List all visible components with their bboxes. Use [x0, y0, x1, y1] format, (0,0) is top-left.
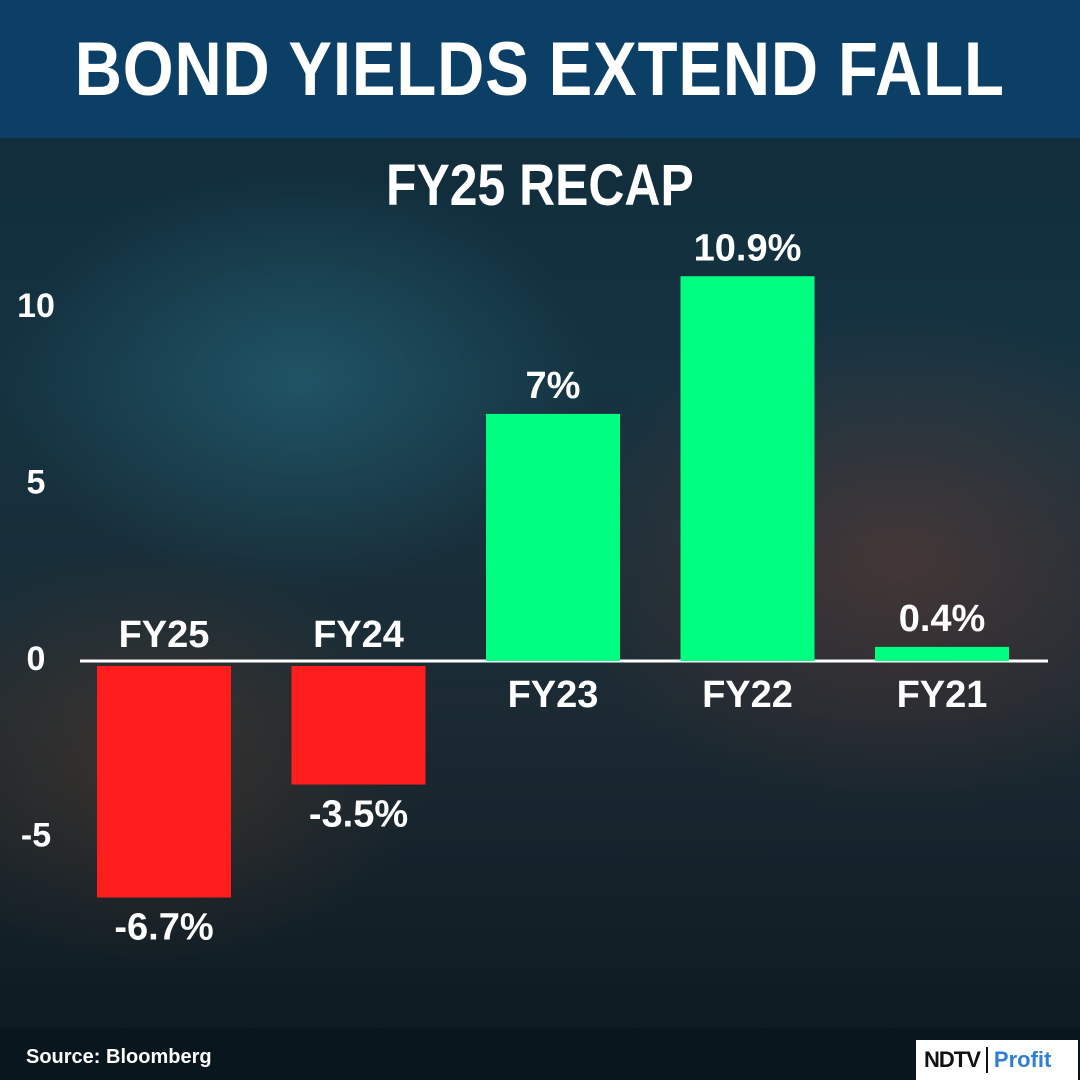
- x-category-label: FY24: [313, 614, 404, 656]
- y-tick-label: 5: [27, 463, 46, 501]
- bar-fy25: [97, 666, 231, 898]
- logo-profit-text: Profit: [993, 1047, 1052, 1072]
- bar-fy24: [291, 666, 426, 785]
- source-note: Source: Bloomberg: [26, 1046, 212, 1068]
- bar-chart: 10 5 0 -5 FY25 -6.7% FY24 -3.5% FY23 7% FY22 10.9% F…: [17, 227, 1009, 949]
- y-tick-label: 10: [17, 287, 55, 325]
- data-label: 0.4%: [899, 598, 986, 640]
- logo-divider: [985, 1047, 988, 1073]
- data-label: 10.9%: [694, 227, 802, 269]
- chart-title-text: FY25 RECAP: [386, 153, 694, 218]
- bar-fy23: [486, 413, 620, 661]
- title-bar: BOND YIELDS EXTEND FALL: [0, 0, 1080, 138]
- logo-ndtv-text: NDTV: [924, 1047, 981, 1072]
- x-category-label: FY22: [702, 674, 793, 716]
- x-category-label: FY23: [508, 674, 599, 716]
- footer-bar: [0, 1028, 1080, 1080]
- x-category-label: FY21: [897, 674, 988, 716]
- data-label: -3.5%: [309, 794, 408, 836]
- data-label: 7%: [526, 365, 581, 407]
- chart-title: FY25 RECAP: [0, 152, 1080, 219]
- x-category-label: FY25: [119, 614, 210, 656]
- page-title: BOND YIELDS EXTEND FALL: [74, 26, 1006, 112]
- y-tick-label: 0: [27, 640, 46, 678]
- y-tick-label: -5: [21, 816, 51, 854]
- bar-fy22: [680, 276, 815, 661]
- brand-logo: NDTV Profit: [916, 1040, 1078, 1080]
- bar-fy21: [875, 646, 1009, 661]
- data-label: -6.7%: [114, 907, 213, 949]
